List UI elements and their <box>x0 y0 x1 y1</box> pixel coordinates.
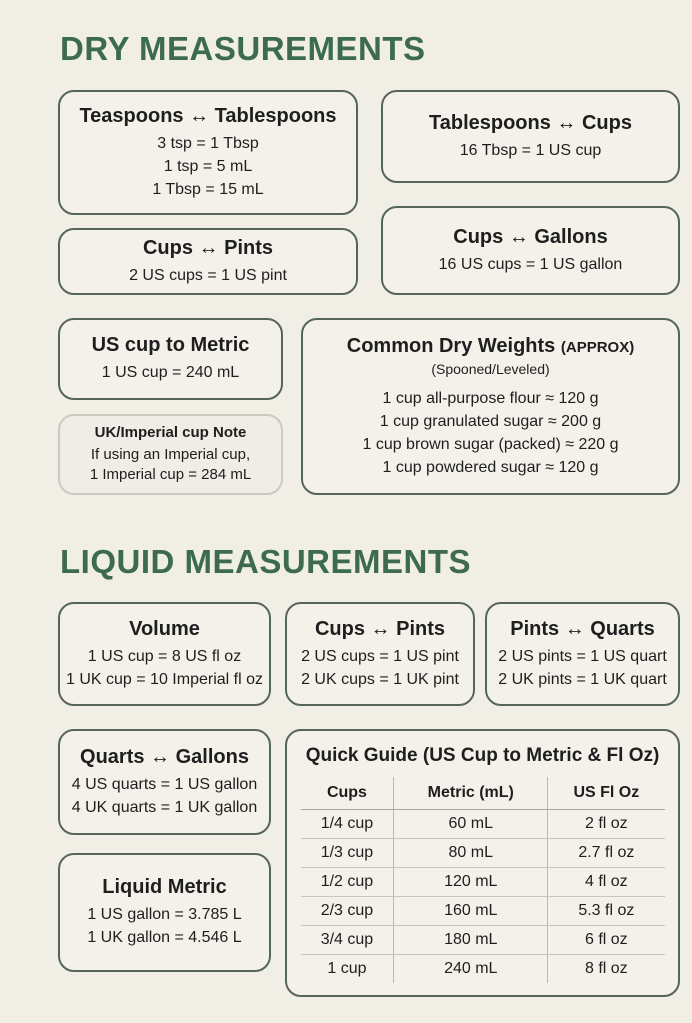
table-row: 1/4 cup 60 mL 2 fl oz <box>300 809 665 839</box>
column-header: Cups <box>300 777 394 810</box>
card-line: 2 UK pints = 1 UK quart <box>498 670 667 688</box>
table-cell: 2.7 fl oz <box>547 838 665 868</box>
card-volume: Volume 1 US cup = 8 US fl oz 1 UK cup = 10… <box>58 602 271 706</box>
quick-guide-title: Quick Guide (US Cup to Metric & Fl Oz) <box>305 745 660 766</box>
card-title: Cups ↔ Pints <box>314 617 445 640</box>
card-title: Volume <box>129 617 200 640</box>
card-teaspoons-tablespoons: Teaspoons ↔ Tablespoons 3 tsp = 1 Tbsp 1 t… <box>58 90 358 215</box>
card-line: 2 US cups = 1 US pint <box>301 647 459 665</box>
card-line: 1 cup granulated sugar ≈ 200 g <box>379 412 602 430</box>
card-title: US cup to Metric <box>91 334 250 356</box>
column-header: Metric (mL) <box>393 777 548 810</box>
table-cell: 2/3 cup <box>300 896 394 926</box>
table-row: 2/3 cup 160 mL 5.3 fl oz <box>300 896 665 926</box>
card-liquid-cups-pints: Cups ↔ Pints 2 US cups = 1 US pint 2 UK cu… <box>285 602 475 706</box>
card-title: Common Dry Weights (APPROX) <box>307 335 674 358</box>
card-line: 1 cup powdered sugar ≈ 120 g <box>382 458 599 476</box>
card-quick-guide: Quick Guide (US Cup to Metric & Fl Oz) C… <box>285 729 680 997</box>
table-cell: 1 cup <box>327 959 367 977</box>
title-text: Common Dry Weights <box>346 334 556 357</box>
card-line: 2 UK cups = 1 UK pint <box>301 670 459 688</box>
card-line: 2 US pints = 1 US quart <box>498 647 667 665</box>
card-pints-quarts: Pints ↔ Quarts 2 US pints = 1 US quart 2 U… <box>485 602 680 706</box>
card-subtitle: (Spooned/Leveled) <box>431 360 550 377</box>
card-line: 3 tsp = 1 Tbsp <box>157 134 259 152</box>
table-row: 1 cup 240 mL 8 fl oz <box>301 954 665 983</box>
card-tablespoons-cups: Tablespoons ↔ Cups 16 Tbsp = 1 US cup <box>381 90 680 183</box>
table-cell: 160 mL <box>393 896 548 926</box>
liquid-heading: LIQUID MEASUREMENTS <box>60 543 472 580</box>
card-line: 1 US gallon = 3.785 L <box>87 906 242 923</box>
table-row: 1/2 cup 120 mL 4 fl oz <box>300 867 665 897</box>
card-line: 4 US quarts = 1 US gallon <box>71 775 258 793</box>
card-line: 4 UK quarts = 1 UK gallon <box>71 798 258 816</box>
card-us-cup-metric: US cup to Metric 1 US cup = 240 mL <box>58 318 283 400</box>
table-row: 3/4 cup 180 mL 6 fl oz <box>300 925 665 955</box>
table-cell: 4 fl oz <box>547 867 665 897</box>
table-cell: 3/4 cup <box>300 925 394 955</box>
card-line: 16 US cups = 1 US gallon <box>438 255 623 273</box>
card-title: Tablespoons ↔ Cups <box>429 111 632 134</box>
card-line: 2 US cups = 1 US pint <box>129 266 287 284</box>
card-line: 1 Imperial cup = 284 mL <box>89 466 252 483</box>
card-line: 1 cup brown sugar (packed) ≈ 220 g <box>362 435 619 453</box>
table-cell: 2 fl oz <box>547 809 665 839</box>
table-row: 1/3 cup 80 mL 2.7 fl oz <box>300 838 665 868</box>
table-cell: 1/3 cup <box>300 838 394 868</box>
card-line: 1 tsp = 5 mL <box>163 157 253 175</box>
card-title: Quarts ↔ Gallons <box>80 745 249 768</box>
table-cell: 6 fl oz <box>547 925 665 955</box>
table-cell: 5.3 fl oz <box>547 896 665 926</box>
column-header: US Fl Oz <box>547 777 665 810</box>
card-quarts-gallons: Quarts ↔ Gallons 4 US quarts = 1 US gallo… <box>58 729 271 835</box>
card-liquid-metric: Liquid Metric 1 US gallon = 3.785 L 1 UK g… <box>58 853 271 972</box>
quick-guide-table: Cups Metric (mL) US Fl Oz 1/4 cup 60 mL 2 … <box>300 777 665 983</box>
table-cell: 60 mL <box>393 809 548 839</box>
table-cell: 80 mL <box>393 838 548 868</box>
card-line: 1 US cup = 8 US fl oz <box>87 647 242 665</box>
table-cell: 120 mL <box>393 867 548 897</box>
card-line: If using an Imperial cup, <box>90 446 251 463</box>
approx-label: (APPROX) <box>560 338 635 356</box>
table-cell: 1/4 cup <box>300 809 394 839</box>
card-common-dry-weights: Common Dry Weights (APPROX) (Spooned/Lev… <box>301 318 680 495</box>
card-title: Cups ↔ Gallons <box>453 225 608 248</box>
card-cups-pints: Cups ↔ Pints 2 US cups = 1 US pint <box>58 228 358 295</box>
table-cell: 8 fl oz <box>547 954 665 983</box>
card-title: Pints ↔ Quarts <box>510 617 655 640</box>
card-line: 1 UK cup = 10 Imperial fl oz <box>66 670 263 688</box>
table-cell: 180 mL <box>393 925 548 955</box>
card-line: 16 Tbsp = 1 US cup <box>459 141 602 159</box>
card-title: UK/Imperial cup Note <box>94 424 247 441</box>
card-line: 1 Tbsp = 15 mL <box>152 180 264 198</box>
table-header-row: Cups Metric (mL) US Fl Oz <box>300 777 665 810</box>
card-title: Liquid Metric <box>102 876 227 898</box>
card-line: 1 US cup = 240 mL <box>101 364 240 381</box>
card-line: 1 cup all-purpose flour ≈ 120 g <box>382 389 599 407</box>
dry-heading: DRY MEASUREMENTS <box>60 30 426 67</box>
card-cups-gallons: Cups ↔ Gallons 16 US cups = 1 US gallon <box>381 206 680 295</box>
card-line: 1 UK gallon = 4.546 L <box>87 929 242 946</box>
card-uk-imperial-note: UK/Imperial cup Note If using an Imperial… <box>58 414 283 495</box>
table-cell: 240 mL <box>393 954 548 983</box>
card-title: Cups ↔ Pints <box>142 236 273 259</box>
card-title: Teaspoons ↔ Tablespoons <box>79 104 337 127</box>
table-cell: 1/2 cup <box>300 867 394 897</box>
